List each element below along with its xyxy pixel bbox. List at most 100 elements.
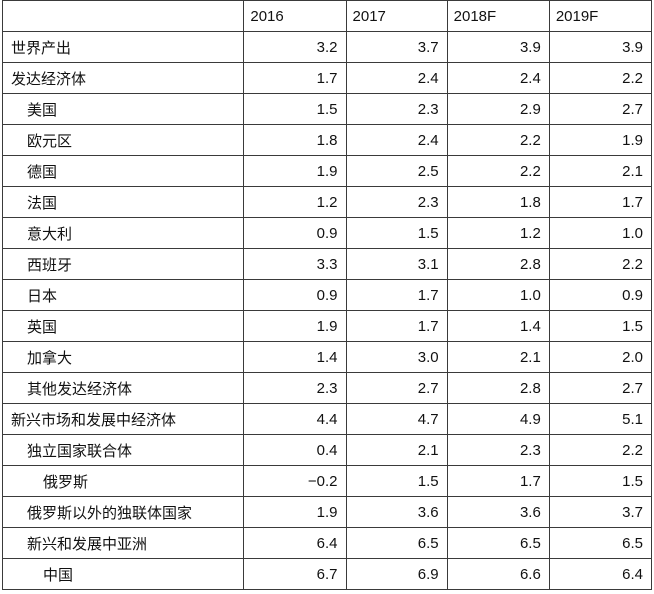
row-label: 新兴和发展中亚洲: [1, 527, 245, 559]
row-label: 世界产出: [1, 31, 245, 63]
value-cell: 3.2: [243, 31, 347, 63]
value-cell: 1.8: [243, 124, 347, 156]
value-cell: 3.9: [548, 31, 653, 63]
value-cell: 3.6: [345, 496, 448, 528]
header-cell-2019f: 2019F: [548, 0, 653, 32]
row-label: 其他发达经济体: [1, 372, 245, 404]
value-cell: 2.7: [548, 93, 653, 125]
value-cell: 6.6: [446, 558, 550, 590]
value-cell: 2.3: [345, 186, 448, 218]
value-cell: 2.4: [345, 124, 448, 156]
row-label: 俄罗斯: [1, 465, 245, 497]
value-cell: 2.1: [548, 155, 653, 187]
value-cell: 3.6: [446, 496, 550, 528]
value-cell: 1.5: [548, 310, 653, 342]
value-cell: 1.7: [345, 279, 448, 311]
header-cell-2018f: 2018F: [446, 0, 550, 32]
row-label: 美国: [1, 93, 245, 125]
row-label: 法国: [1, 186, 245, 218]
table-row: 德国 1.9 2.5 2.2 2.1: [1, 155, 653, 187]
value-cell: 6.9: [345, 558, 448, 590]
table-row: 世界产出 3.2 3.7 3.9 3.9: [1, 31, 653, 63]
value-cell: 2.7: [345, 372, 448, 404]
value-cell: 1.0: [548, 217, 653, 249]
value-cell: 2.1: [345, 434, 448, 466]
value-cell: 2.3: [345, 93, 448, 125]
table-row: 新兴和发展中亚洲 6.4 6.5 6.5 6.5: [1, 527, 653, 559]
table-row: 欧元区 1.8 2.4 2.2 1.9: [1, 124, 653, 156]
value-cell: 2.8: [446, 248, 550, 280]
value-cell: 2.2: [446, 124, 550, 156]
table-body: 世界产出 3.2 3.7 3.9 3.9 发达经济体 1.7 2.4 2.4 2.2 美国 1.5 2.…: [1, 31, 653, 590]
value-cell: 1.5: [548, 465, 653, 497]
value-cell: 2.4: [446, 62, 550, 94]
table-row: 加拿大 1.4 3.0 2.1 2.0: [1, 341, 653, 373]
table-row: 法国 1.2 2.3 1.8 1.7: [1, 186, 653, 218]
row-label: 独立国家联合体: [1, 434, 245, 466]
table-row: 英国 1.9 1.7 1.4 1.5: [1, 310, 653, 342]
value-cell: 6.4: [243, 527, 347, 559]
value-cell: 1.0: [446, 279, 550, 311]
value-cell: 2.1: [446, 341, 550, 373]
value-cell: 4.4: [243, 403, 347, 435]
value-cell: 1.9: [243, 310, 347, 342]
table-row: 发达经济体 1.7 2.4 2.4 2.2: [1, 62, 653, 94]
row-label: 新兴市场和发展中经济体: [1, 403, 245, 435]
header-cell-2017: 2017: [345, 0, 448, 32]
value-cell: 2.9: [446, 93, 550, 125]
value-cell: 2.7: [548, 372, 653, 404]
value-cell: 1.7: [243, 62, 347, 94]
row-label: 日本: [1, 279, 245, 311]
table-row: 独立国家联合体 0.4 2.1 2.3 2.2: [1, 434, 653, 466]
row-label: 西班牙: [1, 248, 245, 280]
value-cell: 1.7: [345, 310, 448, 342]
value-cell: 1.2: [446, 217, 550, 249]
value-cell: 6.5: [548, 527, 653, 559]
value-cell: 2.3: [446, 434, 550, 466]
value-cell: 1.8: [446, 186, 550, 218]
value-cell: 1.5: [345, 217, 448, 249]
value-cell: 2.2: [548, 248, 653, 280]
value-cell: 6.4: [548, 558, 653, 590]
value-cell: 2.4: [345, 62, 448, 94]
value-cell: 0.9: [243, 217, 347, 249]
value-cell: 2.2: [548, 434, 653, 466]
value-cell: 1.2: [243, 186, 347, 218]
value-cell: 1.9: [243, 155, 347, 187]
table-row: 其他发达经济体 2.3 2.7 2.8 2.7: [1, 372, 653, 404]
value-cell: 6.7: [243, 558, 347, 590]
value-cell: 2.3: [243, 372, 347, 404]
row-label: 欧元区: [1, 124, 245, 156]
row-label: 德国: [1, 155, 245, 187]
value-cell: 3.0: [345, 341, 448, 373]
value-cell: 5.1: [548, 403, 653, 435]
table-row: 日本 0.9 1.7 1.0 0.9: [1, 279, 653, 311]
table-row: 中国 6.7 6.9 6.6 6.4: [1, 558, 653, 590]
value-cell: 3.1: [345, 248, 448, 280]
table-row: 美国 1.5 2.3 2.9 2.7: [1, 93, 653, 125]
value-cell: 2.2: [446, 155, 550, 187]
table-row: 俄罗斯以外的独联体国家 1.9 3.6 3.6 3.7: [1, 496, 653, 528]
value-cell: 1.9: [243, 496, 347, 528]
value-cell: 4.7: [345, 403, 448, 435]
value-cell: 1.4: [243, 341, 347, 373]
table-row: 意大利 0.9 1.5 1.2 1.0: [1, 217, 653, 249]
table-row: 俄罗斯 −0.2 1.5 1.7 1.5: [1, 465, 653, 497]
value-cell: 2.8: [446, 372, 550, 404]
header-cell-blank: [1, 0, 245, 32]
value-cell: 1.9: [548, 124, 653, 156]
value-cell: −0.2: [243, 465, 347, 497]
value-cell: 1.5: [243, 93, 347, 125]
row-label: 意大利: [1, 217, 245, 249]
value-cell: 2.2: [548, 62, 653, 94]
value-cell: 3.7: [548, 496, 653, 528]
value-cell: 0.4: [243, 434, 347, 466]
value-cell: 2.5: [345, 155, 448, 187]
header-cell-2016: 2016: [243, 0, 347, 32]
value-cell: 1.5: [345, 465, 448, 497]
value-cell: 0.9: [243, 279, 347, 311]
value-cell: 6.5: [446, 527, 550, 559]
row-label: 加拿大: [1, 341, 245, 373]
value-cell: 0.9: [548, 279, 653, 311]
